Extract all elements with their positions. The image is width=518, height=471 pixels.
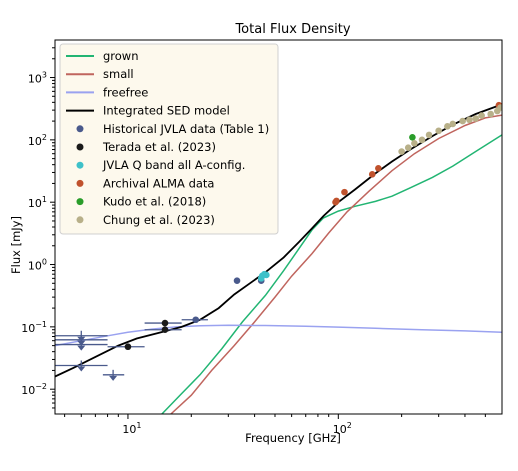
point-s1-0 <box>124 343 132 351</box>
upper-limit-arrow-2 <box>77 345 86 351</box>
legend-label-1: small <box>103 67 134 81</box>
legend-label-3: Integrated SED model <box>103 104 230 118</box>
legend-swatch-6 <box>76 161 84 169</box>
point-s3-4 <box>375 164 382 172</box>
y-tick-label-3: 101 <box>28 195 47 210</box>
legend-swatch-7 <box>76 179 84 187</box>
point-s2-2 <box>263 271 270 279</box>
x-axis-label: Frequency [GHz] <box>245 431 341 445</box>
legend-label-2: freefree <box>103 85 148 99</box>
legend-swatch-4 <box>76 125 84 133</box>
y-axis-label: Flux [mJy] <box>9 216 23 274</box>
legend-label-5: Terada et al. (2023) <box>102 140 216 154</box>
legend-swatch-8 <box>76 198 84 206</box>
legend-label-9: Chung et al. (2023) <box>103 213 215 227</box>
point-s2-3 <box>257 275 265 282</box>
point-s1-1 <box>161 326 169 334</box>
y-tick-label-4: 102 <box>28 133 47 148</box>
point-s5-12 <box>487 110 494 118</box>
curve-2 <box>55 324 502 347</box>
legend-label-6: JVLA Q band all A-config. <box>102 158 245 172</box>
chart-title: Total Flux Density <box>234 22 350 37</box>
y-tick-label-1: 10−1 <box>21 320 47 335</box>
point-s0-1 <box>233 277 241 285</box>
point-s3-2 <box>341 188 348 196</box>
point-s5-10 <box>472 115 480 122</box>
point-s3-3 <box>368 171 376 178</box>
point-s5-6 <box>444 123 451 130</box>
upper-limit-arrow-4 <box>109 375 118 381</box>
point-s1-2 <box>161 319 169 327</box>
y-tick-label-0: 10−2 <box>21 382 47 397</box>
point-s5-14 <box>497 104 502 111</box>
legend-swatch-9 <box>76 216 84 224</box>
point-s4-0 <box>409 133 416 141</box>
curve-0 <box>161 134 502 414</box>
point-s5-3 <box>418 136 426 144</box>
point-s5-7 <box>449 120 457 128</box>
legend-label-8: Kudo et al. (2018) <box>103 195 206 209</box>
axes: 101 102 10−2 10−1 100 101 102 103 <box>21 39 503 436</box>
legend-label-4: Historical JVLA data (Table 1) <box>103 122 269 136</box>
data-points <box>55 101 502 381</box>
legend-label-7: Archival ALMA data <box>103 176 214 190</box>
legend-box <box>59 43 279 235</box>
point-s5-5 <box>435 127 442 135</box>
point-s0-0 <box>192 316 200 324</box>
x-tick-label-0: 101 <box>122 421 141 436</box>
point-s5-0 <box>398 148 405 155</box>
curve-1 <box>170 114 502 414</box>
y-tick-label-5: 103 <box>28 71 47 86</box>
legend-swatch-5 <box>76 143 84 151</box>
point-s5-1 <box>404 144 412 151</box>
x-tick-label-1: 102 <box>333 421 352 436</box>
upper-limit-arrow-3 <box>77 366 86 372</box>
legend: grown small freefree Integrated SED model Hi… <box>59 43 279 235</box>
point-s5-11 <box>478 112 485 119</box>
point-s3-1 <box>333 197 340 205</box>
legend-label-0: grown <box>103 49 139 63</box>
point-s5-4 <box>425 131 433 139</box>
point-s5-9 <box>466 116 473 124</box>
point-s5-8 <box>459 117 466 125</box>
y-tick-label-2: 100 <box>28 258 47 273</box>
point-s5-2 <box>411 140 418 147</box>
